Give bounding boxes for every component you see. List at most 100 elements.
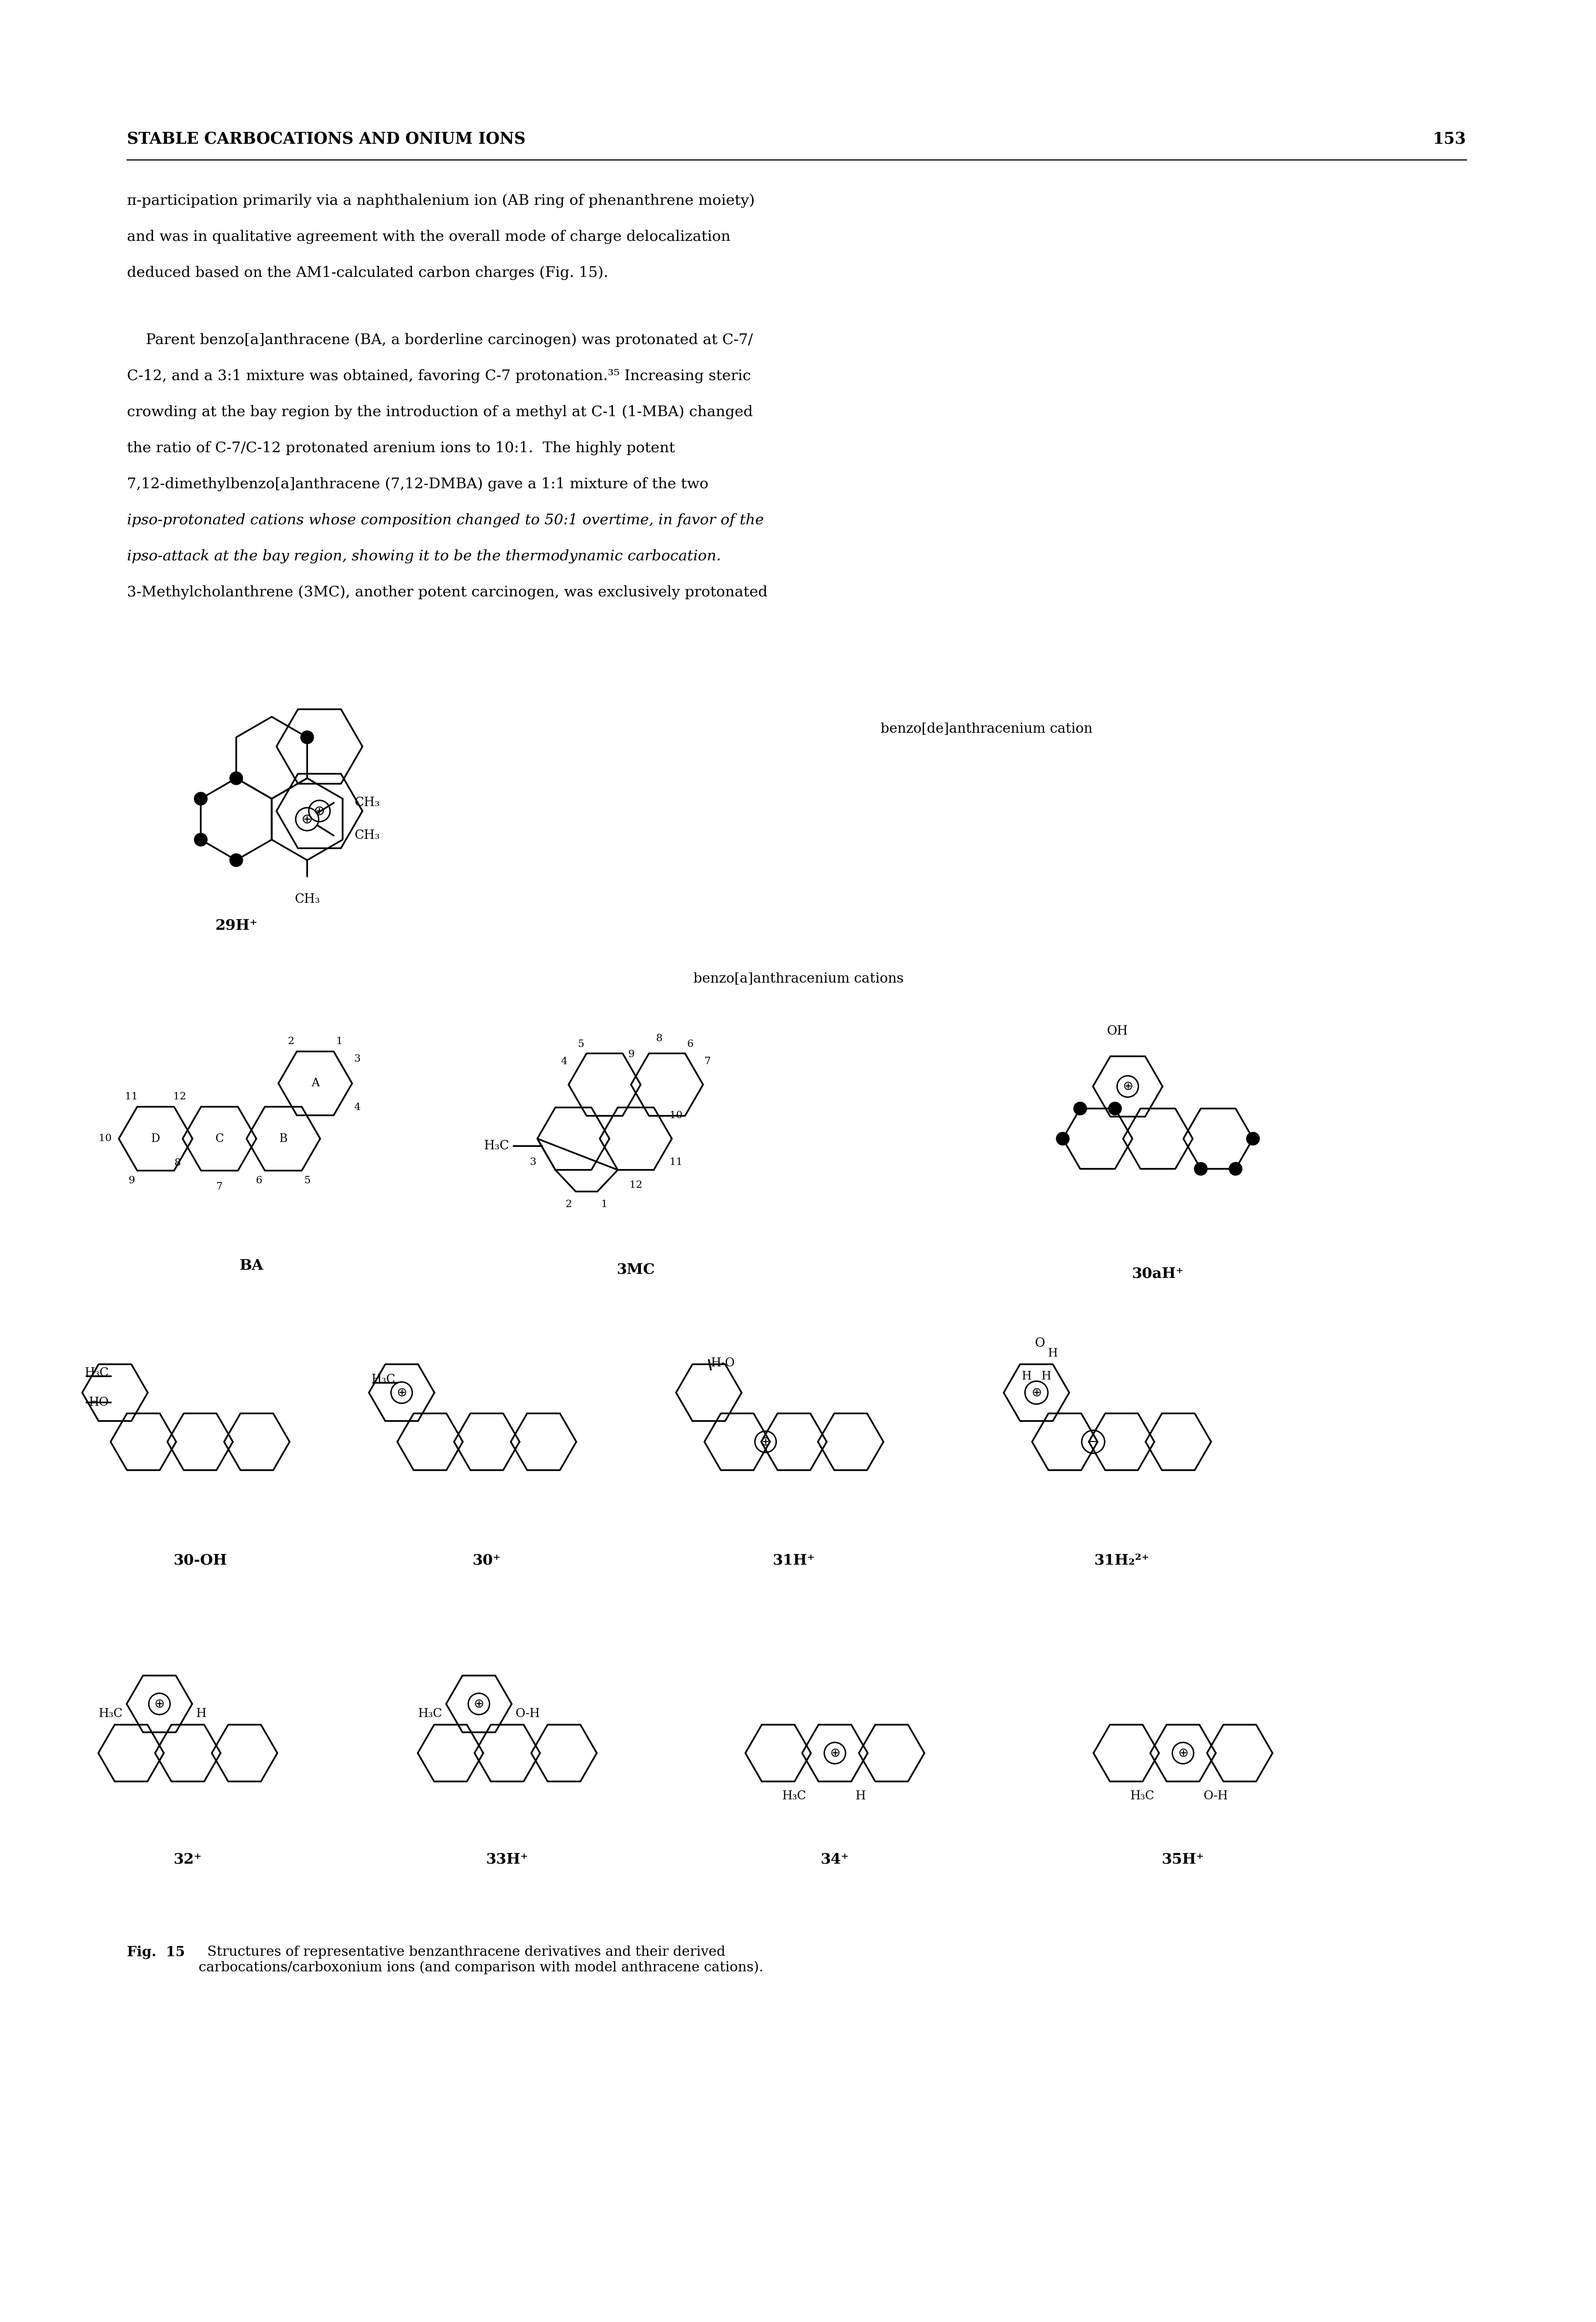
Text: O: O: [1034, 1337, 1045, 1349]
Text: H₃C: H₃C: [782, 1790, 806, 1802]
Text: Parent benzo[a]anthracene (BA, a borderline carcinogen) was protonated at C-7/: Parent benzo[a]anthracene (BA, a borderl…: [128, 332, 753, 346]
Text: H: H: [1041, 1370, 1050, 1382]
Text: ⊕: ⊕: [474, 1697, 484, 1709]
Text: ⊕: ⊕: [155, 1697, 164, 1709]
Text: O-H: O-H: [516, 1709, 539, 1721]
Text: H: H: [855, 1790, 865, 1802]
Text: 6: 6: [686, 1040, 693, 1050]
Text: BA: BA: [239, 1259, 263, 1272]
Text: 34⁺: 34⁺: [820, 1853, 849, 1867]
Text: deduced based on the AM1-calculated carbon charges (Fig. 15).: deduced based on the AM1-calculated carb…: [128, 265, 608, 281]
Text: 31H₂²⁺: 31H₂²⁺: [1093, 1553, 1149, 1567]
Circle shape: [1074, 1103, 1087, 1115]
Text: C-12, and a 3:1 mixture was obtained, favoring C-7 protonation.³⁵ Increasing ste: C-12, and a 3:1 mixture was obtained, fa…: [128, 369, 750, 383]
Text: −: −: [1088, 1435, 1098, 1447]
Circle shape: [300, 731, 314, 743]
Text: crowding at the bay region by the introduction of a methyl at C-1 (1-MBA) change: crowding at the bay region by the introd…: [128, 404, 753, 420]
Text: 9: 9: [128, 1175, 134, 1184]
Text: H₃C: H₃C: [1130, 1790, 1154, 1802]
Text: 6: 6: [255, 1175, 262, 1184]
Text: CH₃: CH₃: [294, 894, 319, 906]
Text: D: D: [152, 1133, 160, 1145]
Text: 3: 3: [354, 1054, 361, 1063]
Text: ⊕: ⊕: [1031, 1386, 1042, 1398]
Text: 3MC: 3MC: [616, 1263, 654, 1277]
Text: ⊕: ⊕: [1122, 1080, 1133, 1091]
Text: O-H: O-H: [1203, 1790, 1227, 1802]
Text: 30⁺: 30⁺: [472, 1553, 501, 1567]
Text: 3: 3: [530, 1156, 536, 1166]
Text: H: H: [1021, 1370, 1031, 1382]
Circle shape: [195, 834, 207, 845]
Text: 33H⁺: 33H⁺: [485, 1853, 528, 1867]
Text: ⊕: ⊕: [830, 1746, 839, 1760]
Text: C: C: [215, 1133, 223, 1145]
Text: 5: 5: [305, 1175, 311, 1184]
Text: 7: 7: [215, 1182, 223, 1191]
Text: 1: 1: [602, 1200, 608, 1210]
Text: STABLE CARBOCATIONS AND ONIUM IONS: STABLE CARBOCATIONS AND ONIUM IONS: [128, 132, 525, 146]
Text: 30-OH: 30-OH: [174, 1553, 227, 1567]
Text: Fig.  15: Fig. 15: [128, 1946, 185, 1960]
Text: 11: 11: [670, 1156, 683, 1166]
Circle shape: [230, 854, 243, 866]
Text: ⊕: ⊕: [1178, 1746, 1187, 1760]
Circle shape: [1108, 1103, 1122, 1115]
Text: H: H: [1047, 1347, 1058, 1358]
Text: 35H⁺: 35H⁺: [1162, 1853, 1203, 1867]
Text: 3-Methylcholanthrene (3MC), another potent carcinogen, was exclusively protonate: 3-Methylcholanthrene (3MC), another pote…: [128, 585, 768, 599]
Text: the ratio of C-7/C-12 protonated arenium ions to 10:1.  The highly potent: the ratio of C-7/C-12 protonated arenium…: [128, 441, 675, 455]
Circle shape: [230, 771, 243, 785]
Text: A: A: [311, 1077, 319, 1089]
Text: OH: OH: [1106, 1024, 1127, 1038]
Text: H: H: [196, 1709, 206, 1721]
Text: 10: 10: [670, 1110, 683, 1119]
Circle shape: [1194, 1163, 1207, 1175]
Text: ⊕: ⊕: [760, 1435, 771, 1447]
Text: 2: 2: [287, 1038, 294, 1047]
Circle shape: [1057, 1133, 1069, 1145]
Text: 12: 12: [629, 1180, 642, 1191]
Circle shape: [1229, 1163, 1242, 1175]
Text: H₃C: H₃C: [418, 1709, 442, 1721]
Text: 7,12-dimethylbenzo[a]anthracene (7,12-DMBA) gave a 1:1 mixture of the two: 7,12-dimethylbenzo[a]anthracene (7,12-DM…: [128, 476, 709, 492]
Text: 5: 5: [578, 1040, 584, 1050]
Text: 8: 8: [656, 1033, 662, 1043]
Text: ⊕: ⊕: [302, 813, 313, 827]
Text: 9: 9: [627, 1050, 634, 1059]
Circle shape: [195, 792, 207, 806]
Text: π-participation primarily via a naphthalenium ion (AB ring of phenanthrene moiet: π-participation primarily via a naphthal…: [128, 193, 755, 207]
Text: 10: 10: [99, 1133, 112, 1142]
Text: 153: 153: [1433, 132, 1465, 146]
Text: 2: 2: [565, 1200, 571, 1210]
Text: H₃C: H₃C: [99, 1709, 123, 1721]
Text: Structures of representative benzanthracene derivatives and their derived
carboc: Structures of representative benzanthrac…: [198, 1946, 763, 1974]
Text: 31H⁺: 31H⁺: [772, 1553, 816, 1567]
Text: CH₃: CH₃: [354, 829, 380, 843]
Text: benzo[de]anthracenium cation: benzo[de]anthracenium cation: [881, 722, 1092, 736]
Text: 4: 4: [560, 1057, 567, 1066]
Text: HO: HO: [89, 1398, 109, 1407]
Text: 1: 1: [337, 1038, 343, 1047]
Text: H₃C: H₃C: [372, 1375, 396, 1386]
Text: benzo[a]anthracenium cations: benzo[a]anthracenium cations: [693, 973, 903, 985]
Text: H₃C: H₃C: [85, 1368, 109, 1379]
Text: ipso-attack at the bay region, showing it to be the thermodynamic carbocation.: ipso-attack at the bay region, showing i…: [128, 550, 721, 564]
Text: H-O: H-O: [710, 1358, 734, 1370]
Text: CH₃: CH₃: [354, 796, 380, 808]
Text: ⊕: ⊕: [396, 1386, 407, 1398]
Text: B: B: [279, 1133, 287, 1145]
Text: 30aH⁺: 30aH⁺: [1132, 1268, 1184, 1282]
Text: 11: 11: [124, 1091, 137, 1101]
Text: H₃C: H₃C: [484, 1140, 509, 1152]
Text: 29H⁺: 29H⁺: [215, 920, 257, 933]
Text: 12: 12: [174, 1091, 187, 1101]
Text: and was in qualitative agreement with the overall mode of charge delocalization: and was in qualitative agreement with th…: [128, 230, 731, 244]
Text: 8: 8: [174, 1159, 180, 1168]
Text: ⊕: ⊕: [314, 803, 326, 817]
Circle shape: [1246, 1133, 1259, 1145]
Text: 7: 7: [704, 1057, 710, 1066]
Text: 32⁺: 32⁺: [174, 1853, 203, 1867]
Text: ipso-protonated cations whose composition changed to 50:1 overtime, in favor of : ipso-protonated cations whose compositio…: [128, 513, 764, 527]
Text: 4: 4: [354, 1103, 361, 1112]
